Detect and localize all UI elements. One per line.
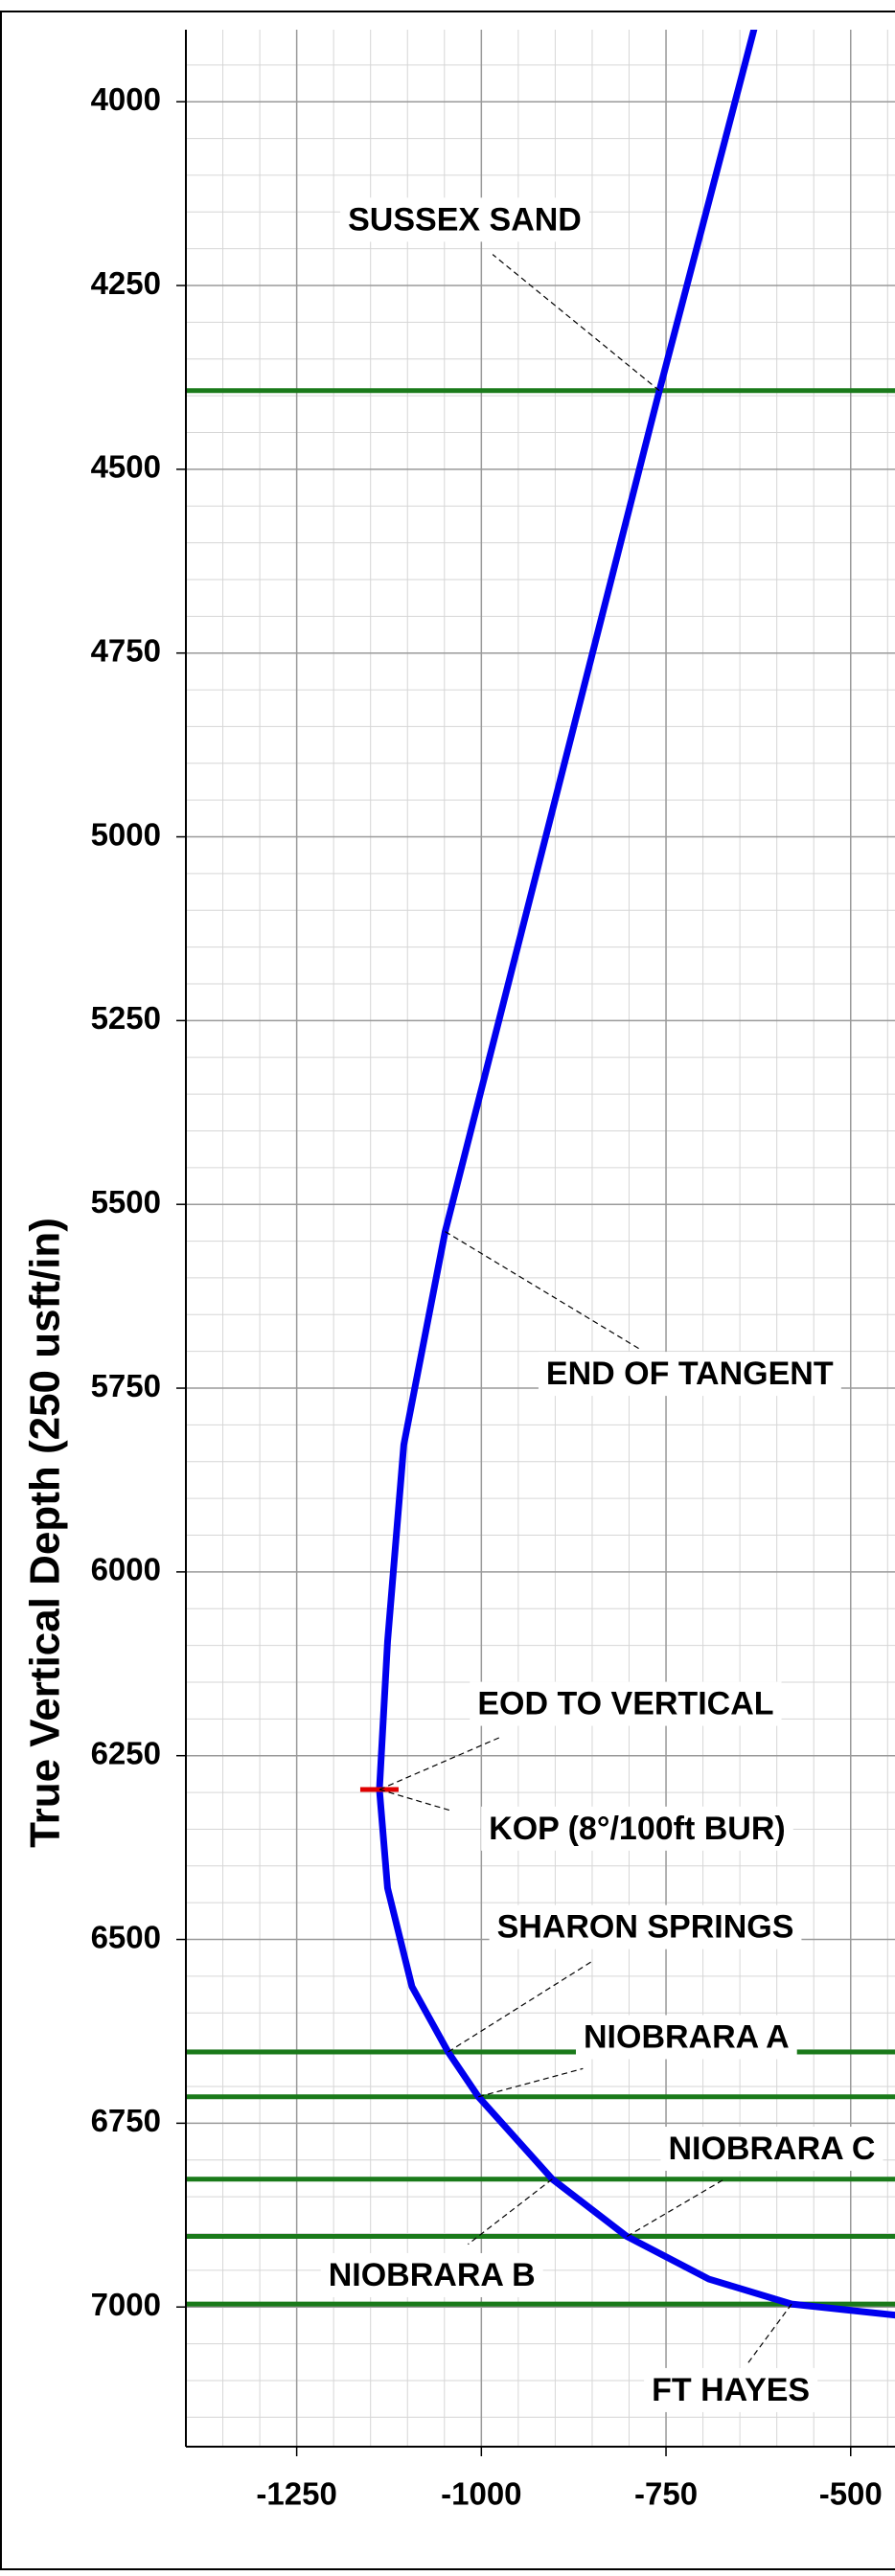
leader-line	[626, 2179, 723, 2238]
well-path	[376, 30, 895, 2319]
plot-area	[186, 30, 895, 2447]
y-tick-label: 4250	[91, 265, 161, 301]
annotation-label: NIOBRARA C	[668, 2131, 875, 2167]
y-tick-label: 7000	[91, 2287, 161, 2322]
y-tick-label: 5500	[91, 1184, 161, 1220]
label-background	[489, 1904, 802, 1949]
leader-line	[478, 2067, 584, 2098]
x-tick-label: -500	[819, 2476, 883, 2512]
y-tick-label: 5250	[91, 1000, 161, 1036]
annotation-label: NIOBRARA A	[584, 2018, 790, 2055]
label-background	[538, 1352, 841, 1397]
annotation-label: SUSSEX SAND	[348, 201, 582, 238]
y-tick-label: 4000	[91, 81, 161, 117]
x-tick-label: -750	[634, 2476, 698, 2512]
y-axis-label: True Vertical Depth (250 usft/in)	[22, 1218, 69, 1848]
frame	[0, 11, 895, 2570]
y-tick-label: 4500	[91, 449, 161, 485]
annotation-label: EOD TO VERTICAL	[477, 1686, 773, 1722]
y-tick-label: 4750	[91, 632, 161, 668]
annotation-label: SHARON SPRINGS	[497, 1909, 794, 1946]
label-background	[576, 2015, 797, 2060]
label-background	[320, 2252, 543, 2297]
leader-line	[379, 1789, 452, 1812]
y-tick-label: 5750	[91, 1368, 161, 1403]
leader-line	[746, 2303, 792, 2365]
annotation-label: END OF TANGENT	[546, 1356, 834, 1392]
leader-line	[448, 1961, 592, 2053]
annotation-label: NIOBRARA B	[329, 2257, 536, 2293]
label-background	[340, 197, 589, 242]
y-tick-label: 6750	[91, 2103, 161, 2138]
y-tick-label: 6250	[91, 1735, 161, 1770]
label-background	[644, 2367, 818, 2412]
annotation-label: FT HAYES	[652, 2372, 810, 2408]
leader-line	[379, 1736, 501, 1790]
label-background	[660, 2127, 884, 2172]
annotation-label: KOP (8°/100ft BUR)	[489, 1811, 786, 1847]
x-tick-label: -1250	[256, 2476, 336, 2512]
y-tick-label: 6500	[91, 1919, 161, 1954]
leader-line	[492, 254, 660, 392]
y-tick-label: 5000	[91, 816, 161, 852]
x-tick-label: -1000	[441, 2476, 521, 2512]
leader-line	[445, 1231, 641, 1351]
label-background	[481, 1806, 793, 1851]
leader-line	[468, 2178, 553, 2245]
y-tick-label: 6000	[91, 1552, 161, 1587]
label-background	[470, 1681, 782, 1726]
